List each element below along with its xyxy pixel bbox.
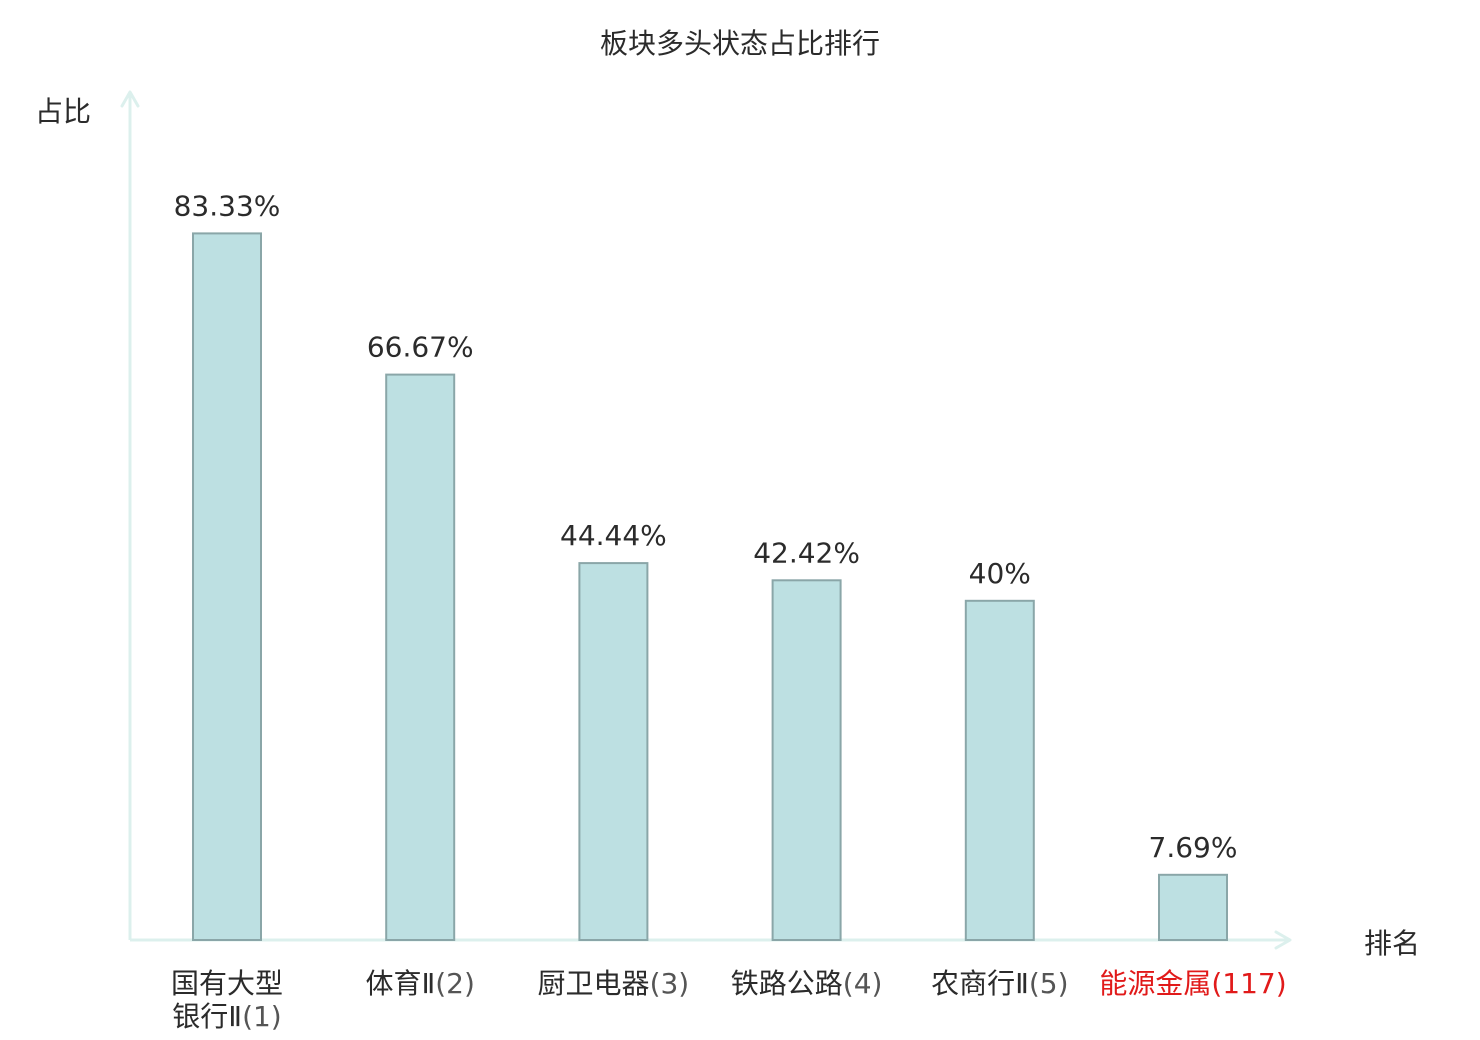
bars — [192, 232, 1228, 942]
x-axis-label: 排名 — [1364, 927, 1420, 960]
bar — [771, 579, 842, 941]
x-tick-label: 银行Ⅱ(1) — [172, 1000, 281, 1033]
y-axis-label: 占比 — [35, 95, 91, 128]
x-tick-label: 国有大型 — [171, 967, 283, 1000]
bar-value-label: 40% — [969, 557, 1031, 590]
bar-value-label: 42.42% — [753, 536, 860, 569]
x-tick-label: 厨卫电器(3) — [538, 967, 690, 1000]
x-tick-label: 农商行Ⅱ(5) — [931, 967, 1068, 1000]
chart-title: 板块多头状态占比排行 — [600, 27, 880, 60]
bar-value-label: 66.67% — [367, 331, 474, 364]
bar-value-label: 44.44% — [560, 519, 667, 552]
bar-value-label: 83.33% — [174, 189, 281, 222]
x-tick-label: 铁路公路(4) — [731, 967, 883, 1000]
x-tick-label: 能源金属(117) — [1099, 967, 1286, 1000]
bar — [385, 373, 456, 942]
bar — [192, 232, 262, 941]
bar-value-label: 7.69% — [1149, 831, 1238, 864]
bar — [964, 599, 1035, 941]
x-tick-label: 体育Ⅱ(2) — [365, 967, 474, 1000]
value-labels: 83.33% 66.67% 44.44% 42.42% 40% 7.69% — [174, 189, 1238, 863]
bar — [1158, 873, 1228, 941]
bar — [578, 562, 649, 941]
